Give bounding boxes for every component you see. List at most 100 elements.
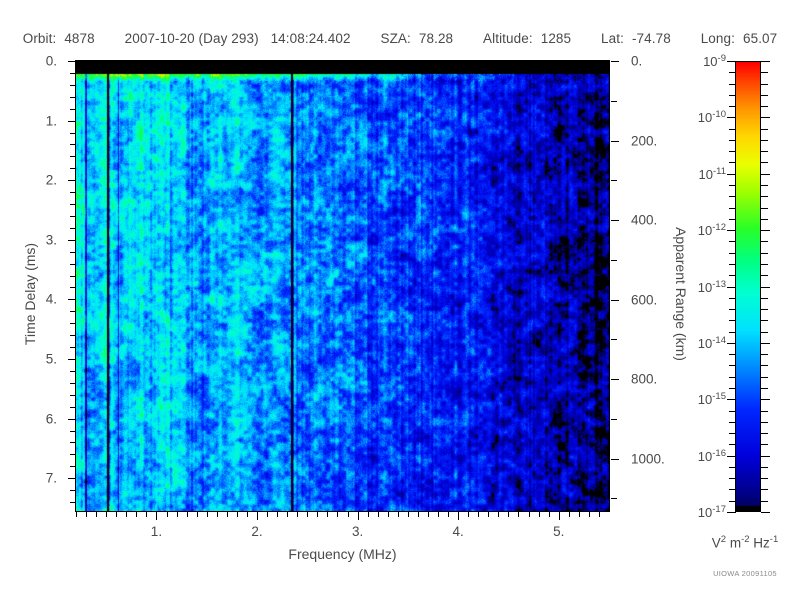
time-delay-minor-tick: [70, 215, 75, 217]
apparent-range-minor-tick: [611, 339, 617, 341]
time-delay-tick-label: 7.: [45, 470, 57, 486]
colorbar-minor-tick: [761, 466, 768, 468]
frequency-minor-tick: [508, 512, 510, 517]
apparent-range-minor-tick: [611, 418, 617, 420]
sza-label: SZA:: [380, 31, 411, 46]
time-delay-minor-tick: [70, 502, 75, 504]
time-delay-minor-tick: [70, 394, 75, 396]
frequency-minor-tick: [377, 512, 379, 517]
colorbar-minor-tick: [729, 410, 736, 412]
time-delay-minor-tick: [70, 156, 75, 158]
frequency-minor-tick: [347, 512, 349, 517]
colorbar-minor-tick: [761, 185, 768, 187]
colorbar-major-tick: [761, 230, 770, 232]
apparent-range-tick-label: 400.: [631, 212, 658, 228]
colorbar-minor-tick: [761, 410, 768, 412]
colorbar-minor-tick: [761, 500, 768, 502]
frequency-minor-tick: [136, 512, 138, 517]
frequency-minor-tick: [588, 512, 590, 517]
frequency-minor-tick: [568, 512, 570, 517]
frequency-minor-tick: [106, 512, 108, 517]
time-delay-minor-tick: [70, 454, 75, 456]
unit-hertz-exp: -1: [769, 534, 779, 545]
colorbar-major-tick: [727, 455, 736, 457]
colorbar-minor-tick: [761, 83, 768, 85]
time-delay-axis: Time Delay (ms) 0. 1. 2. 3. 4. 5. 6. 7.: [0, 0, 75, 600]
time-delay-major-tick: [68, 239, 75, 241]
colorbar-minor-tick: [729, 421, 736, 423]
time-delay-major-tick: [68, 180, 75, 182]
time-delay-minor-tick: [70, 490, 75, 492]
time-delay-major-tick: [68, 120, 75, 122]
time-delay-major-tick: [68, 299, 75, 301]
apparent-range-minor-tick: [611, 498, 617, 500]
time-delay-minor-tick: [70, 311, 75, 313]
lat-value: -74.78: [631, 31, 671, 46]
time-delay-minor-tick: [70, 192, 75, 194]
time-delay-minor-tick: [70, 466, 75, 468]
apparent-range-minor-tick: [611, 180, 617, 182]
frequency-minor-tick: [518, 512, 520, 517]
unit-hertz: Hz: [753, 535, 770, 551]
observation-time: 14:08:24.402: [270, 31, 351, 46]
colorbar-minor-tick: [729, 365, 736, 367]
colorbar-minor-tick: [729, 331, 736, 333]
colorbar-minor-tick: [729, 106, 736, 108]
observation-date: 2007-10-20 (Day 293): [124, 31, 259, 46]
time-delay-minor-tick: [70, 204, 75, 206]
colorbar-minor-tick: [761, 151, 768, 153]
colorbar-minor-tick: [729, 387, 736, 389]
colorbar-major-tick: [727, 117, 736, 119]
sza-value: 78.28: [418, 31, 454, 46]
colorbar-minor-tick: [729, 252, 736, 254]
apparent-range-tick-label: 1000.: [631, 451, 665, 467]
time-delay-tick-label: 6.: [45, 411, 57, 427]
colorbar-minor-tick: [729, 151, 736, 153]
long-label: Long:: [700, 31, 735, 46]
colorbar-minor-tick: [729, 320, 736, 322]
frequency-major-tick: [257, 512, 259, 520]
frequency-tick-label: 2.: [251, 524, 263, 539]
time-delay-minor-tick: [70, 430, 75, 432]
apparent-range-major-tick: [611, 458, 619, 460]
colorbar-minor-tick: [729, 72, 736, 74]
frequency-tick-label: 1.: [150, 524, 163, 539]
frequency-axis-title: Frequency (MHz): [288, 546, 397, 562]
colorbar-minor-tick: [761, 207, 768, 209]
colorbar-minor-tick: [729, 207, 736, 209]
frequency-minor-tick: [498, 512, 500, 517]
lat-label: Lat:: [601, 31, 624, 46]
colorbar-minor-tick: [729, 500, 736, 502]
colorbar-minor-tick: [761, 94, 768, 96]
frequency-minor-tick: [216, 512, 218, 517]
altitude-label: Altitude:: [483, 31, 533, 46]
colorbar-scale: 10-9 10-10 10-11 10-12 10-13 10-14 10-15 10-16 1…: [697, 0, 800, 600]
colorbar-minor-tick: [761, 478, 768, 480]
frequency-major-tick: [357, 512, 359, 520]
colorbar-minor-tick: [729, 297, 736, 299]
colorbar-tick-label: 10-12: [697, 221, 726, 239]
colorbar-major-tick: [761, 61, 770, 62]
frequency-minor-tick: [387, 512, 389, 517]
frequency-minor-tick: [417, 512, 419, 517]
frequency-minor-tick: [146, 512, 148, 517]
colorbar-minor-tick: [729, 489, 736, 491]
frequency-tick-label: 4.: [452, 524, 464, 539]
frequency-minor-tick: [548, 512, 550, 517]
colorbar-minor-tick: [729, 241, 736, 243]
time-delay-minor-tick: [70, 323, 75, 325]
colorbar-tick-label: 10-10: [697, 109, 726, 126]
frequency-minor-tick: [427, 512, 429, 517]
colorbar-minor-tick: [761, 444, 768, 446]
colorbar-major-tick: [761, 117, 770, 119]
colorbar-minor-tick: [729, 162, 736, 164]
time-delay-minor-tick: [70, 335, 75, 337]
time-delay-minor-tick: [70, 406, 75, 408]
colorbar-major-tick: [727, 173, 736, 175]
frequency-minor-tick: [538, 512, 540, 517]
colorbar-minor-tick: [729, 478, 736, 480]
frequency-minor-tick: [267, 512, 269, 517]
colorbar-tick-label: 10-9: [703, 52, 726, 70]
time-delay-minor-tick: [70, 168, 75, 170]
